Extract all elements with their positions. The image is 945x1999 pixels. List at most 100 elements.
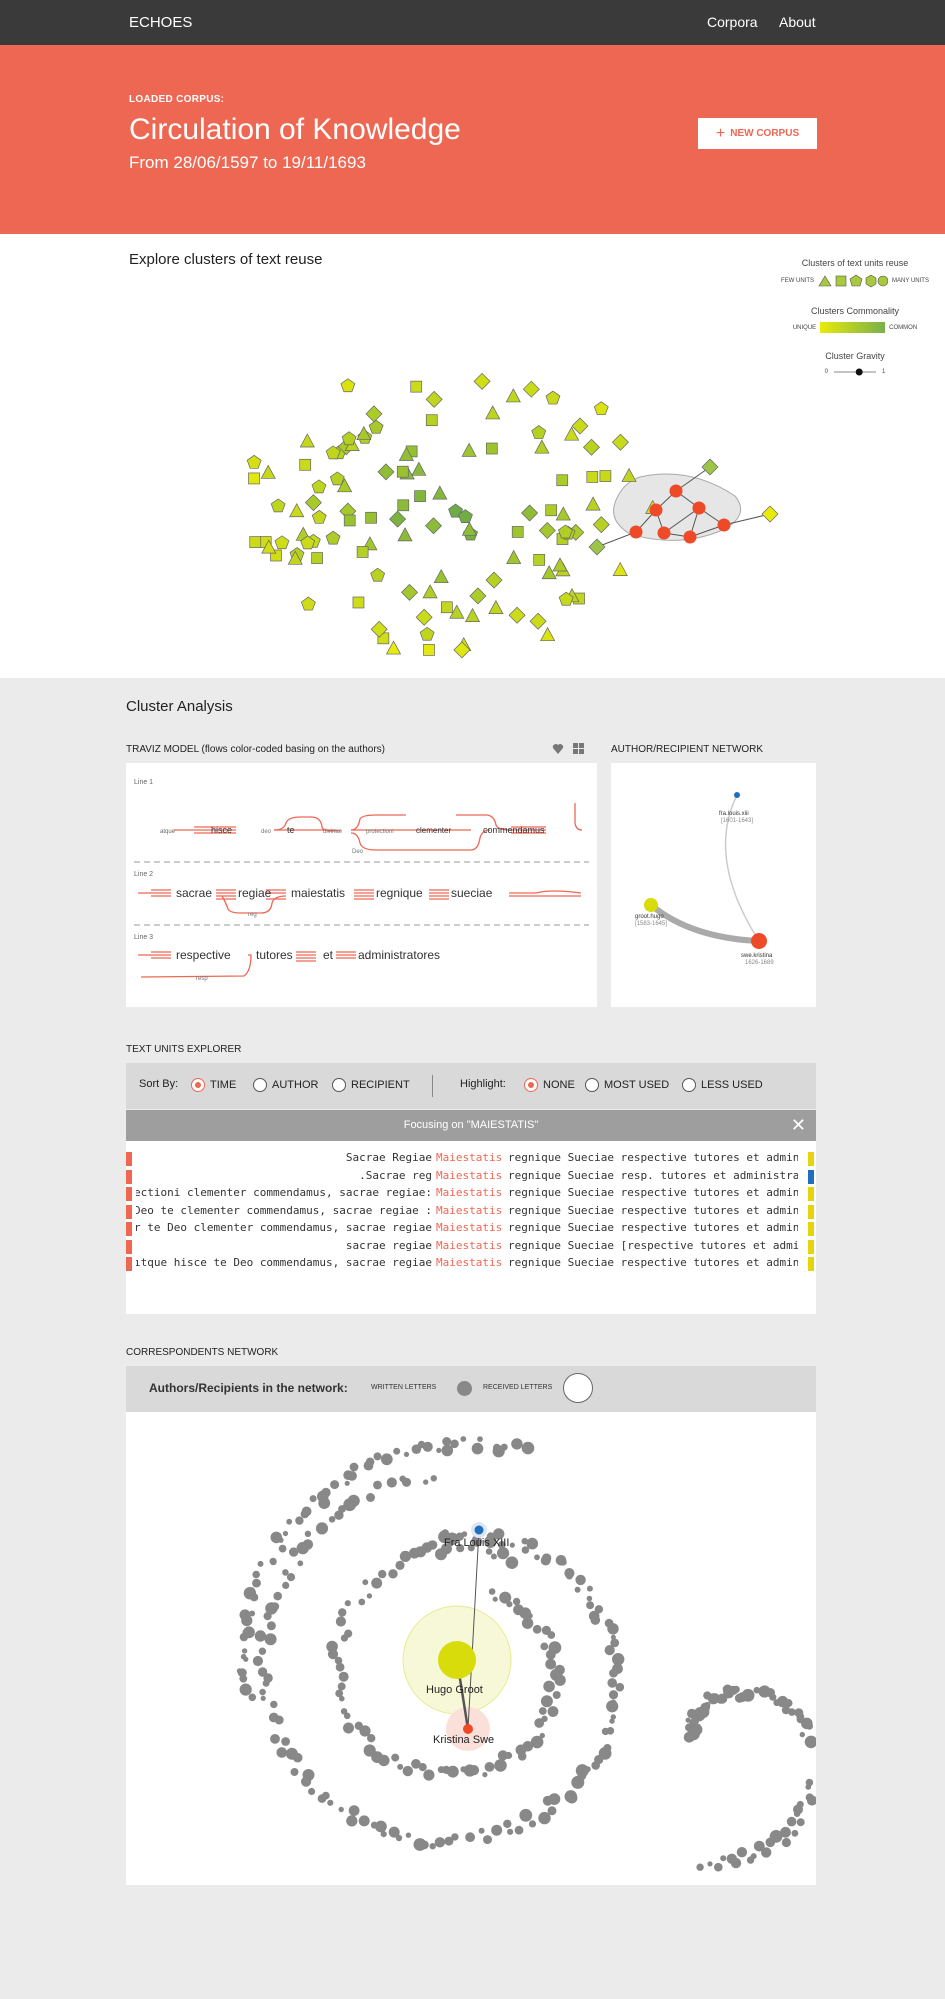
correspondent-node[interactable] [337,1682,346,1691]
cluster-node[interactable] [588,538,606,556]
correspondent-node[interactable] [315,1522,329,1535]
brand-logo[interactable]: ECHOES [129,14,193,31]
correspondent-node[interactable] [566,1792,578,1804]
correspondent-node[interactable] [509,1542,515,1548]
correspondent-node[interactable] [590,1615,601,1625]
correspondent-node[interactable] [609,1668,618,1678]
correspondent-node[interactable] [367,1734,376,1743]
correspondent-node[interactable] [248,1587,255,1594]
correspondent-node[interactable] [308,1787,316,1796]
cluster-node[interactable] [397,527,413,542]
sort-recipient-radio[interactable]: RECIPIENT [332,1078,410,1092]
correspondent-node[interactable] [371,1577,383,1589]
correspondent-node[interactable] [610,1714,616,1720]
gravity-slider-knob[interactable] [855,368,863,376]
correspondent-node[interactable] [445,1532,459,1546]
correspondent-node[interactable] [482,1772,488,1778]
node-kristina-swe[interactable] [463,1724,473,1734]
correspondent-node[interactable] [793,1810,801,1817]
correspondent-node[interactable] [559,1558,567,1566]
correspondent-node[interactable] [538,1707,547,1715]
correspondent-node[interactable] [302,1539,314,1550]
cluster-node[interactable] [545,504,558,517]
cluster-node[interactable] [248,472,260,485]
correspondent-node[interactable] [395,1560,405,1570]
cluster-node[interactable] [529,612,547,630]
cluster-node[interactable] [415,608,433,626]
cluster-node[interactable] [304,494,322,512]
node-fra-louis-xiii[interactable] [474,1525,484,1535]
cluster-node[interactable] [469,587,487,605]
correspondent-node[interactable] [484,1535,497,1548]
correspondent-node[interactable] [746,1695,752,1701]
new-corpus-button[interactable]: + NEW CORPUS [698,118,817,149]
concordance-row[interactable]: :ectioni clementer commendamus, sacrae r… [126,1186,816,1204]
cluster-node[interactable] [621,467,637,482]
correspondent-node[interactable] [344,1629,353,1638]
correspondent-node[interactable] [615,1682,625,1692]
correspondent-node[interactable] [252,1578,261,1588]
correspondent-node[interactable] [517,1752,527,1761]
correspondent-node[interactable] [720,1855,727,1862]
correspondent-node[interactable] [278,1544,287,1553]
correspondent-node[interactable] [761,1847,772,1858]
correspondent-node[interactable] [441,1529,449,1537]
cluster-node[interactable] [508,606,526,624]
correspondent-node[interactable] [366,1493,375,1502]
cluster-node[interactable] [396,465,409,478]
correspondent-node[interactable] [543,1680,555,1693]
correspondent-node[interactable] [765,1837,776,1848]
node-hugo-groot[interactable] [438,1641,476,1679]
correspondent-node[interactable] [806,1795,816,1806]
cluster-node[interactable] [583,438,600,456]
concordance-row[interactable]: sacrae regiae Maiestatis regnique Suecia… [126,1239,816,1257]
correspondent-node[interactable] [586,1601,595,1610]
correspondent-node[interactable] [554,1674,566,1686]
correspondent-node[interactable] [781,1837,792,1848]
cluster-node[interactable] [593,401,609,416]
concordance-row[interactable]: r te Deo clementer commendamus, sacrae r… [126,1221,816,1239]
correspondent-node[interactable] [539,1732,545,1739]
highlight-less-used-radio[interactable]: LESS USED [682,1078,763,1092]
correspondent-node[interactable] [405,1832,412,1838]
cluster-node[interactable] [377,463,395,481]
correspondent-node[interactable] [503,1819,512,1828]
correspondent-node[interactable] [328,1516,336,1523]
correspondent-node[interactable] [399,1550,411,1562]
cluster-node[interactable] [410,380,423,393]
correspondent-node[interactable] [526,1537,539,1550]
correspondent-node[interactable] [249,1610,256,1617]
cluster-node[interactable] [540,626,556,642]
correspondent-node[interactable] [545,1658,557,1670]
correspondents-network-canvas[interactable]: Fra Louis XIII Hugo Groot Kristina Swe [126,1412,816,1885]
correspondent-node[interactable] [347,1494,360,1507]
correspondent-node[interactable] [270,1602,280,1611]
highlight-none-radio[interactable]: NONE [524,1078,575,1092]
correspondent-node[interactable] [257,1560,264,1567]
correspondent-node[interactable] [493,1528,505,1540]
gravity-slider[interactable] [832,367,878,377]
correspondent-node[interactable] [335,1616,346,1627]
correspondent-node[interactable] [282,1581,290,1589]
cluster-node[interactable] [270,549,282,562]
cluster-node[interactable] [356,546,369,558]
cluster-node[interactable] [425,390,443,408]
correspondent-node[interactable] [484,1762,495,1772]
correspondent-node[interactable] [689,1723,703,1736]
correspondent-node[interactable] [521,1537,529,1545]
correspondent-node[interactable] [302,1769,315,1781]
correspondent-node[interactable] [321,1487,331,1498]
concordance-row[interactable]: : Deo te clementer commendamus, sacrae r… [126,1204,816,1222]
correspondent-node[interactable] [380,1831,387,1838]
correspondent-node[interactable] [606,1700,619,1713]
correspondent-node[interactable] [401,1477,412,1487]
correspondent-node[interactable] [270,1531,283,1544]
correspondent-node[interactable] [696,1863,704,1871]
correspondent-node[interactable] [239,1683,252,1696]
correspondent-node[interactable] [393,1447,401,1455]
correspondent-node[interactable] [786,1816,797,1827]
correspondent-node[interactable] [565,1572,574,1580]
correspondent-node[interactable] [286,1573,296,1582]
cluster-node[interactable] [398,446,414,461]
correspondent-node[interactable] [781,1705,791,1715]
